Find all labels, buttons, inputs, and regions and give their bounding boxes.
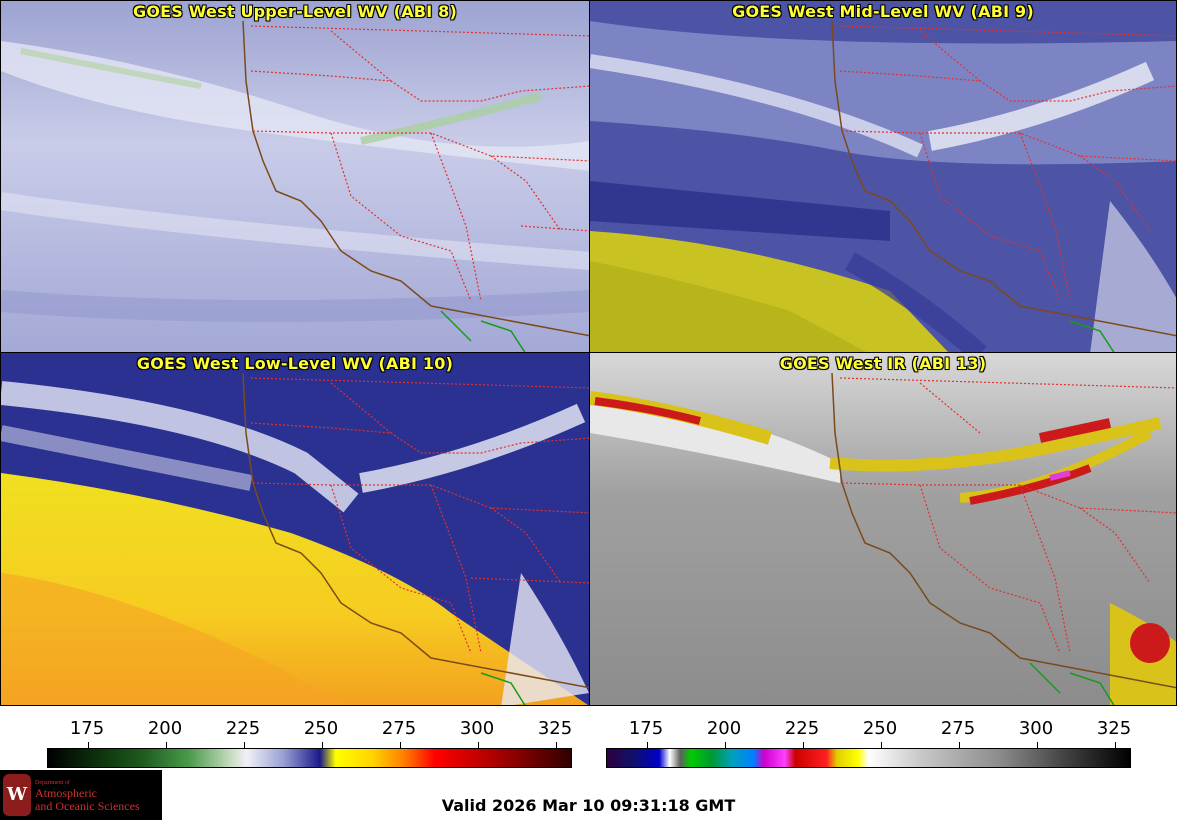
upper-level-wv-image <box>1 1 589 352</box>
panel-title: GOES West IR (ABI 13) <box>779 354 987 373</box>
panel-title: GOES West Mid-Level WV (ABI 9) <box>732 2 1034 21</box>
logo-line1: Atmospheric <box>35 786 97 800</box>
wv-tick-label: 325 <box>537 718 573 739</box>
wv-tick-label: 300 <box>459 718 495 739</box>
wv-tick-label: 250 <box>303 718 339 739</box>
valid-time: Valid 2026 Mar 10 09:31:18 GMT <box>441 796 736 815</box>
wv-colorbar-labels: 175 200 225 250 275 300 325 <box>47 718 572 742</box>
ir-tick-label: 325 <box>1096 718 1132 739</box>
panel-mid-level-wv: GOES West Mid-Level WV (ABI 9) <box>589 0 1177 353</box>
panel-low-level-wv: GOES West Low-Level WV (ABI 10) <box>0 352 590 706</box>
ir-tick-label: 275 <box>940 718 976 739</box>
wv-tick-label: 275 <box>381 718 417 739</box>
low-level-wv-image <box>1 353 589 705</box>
wv-tick-label: 200 <box>147 718 183 739</box>
ir-tick-label: 200 <box>706 718 742 739</box>
wv-tick-label: 225 <box>225 718 261 739</box>
coastline <box>242 20 432 307</box>
wv-colorbar <box>47 742 572 768</box>
panel-title: GOES West Upper-Level WV (ABI 8) <box>133 2 457 21</box>
uw-seal-icon: W <box>3 774 31 816</box>
panel-ir: GOES West IR (ABI 13) <box>589 352 1177 706</box>
panel-title: GOES West Low-Level WV (ABI 10) <box>136 354 454 373</box>
state-borders <box>250 25 589 302</box>
logo-dept: Department of <box>35 780 70 786</box>
ir-tick-label: 250 <box>862 718 898 739</box>
border-mexico <box>430 305 589 337</box>
mid-level-wv-image <box>590 1 1176 352</box>
ir-colorbar <box>606 742 1131 768</box>
wv-tick-label: 175 <box>69 718 105 739</box>
ir-tick-label: 225 <box>784 718 820 739</box>
ir-image <box>590 353 1176 705</box>
ir-tick-label: 300 <box>1018 718 1054 739</box>
aos-logo: W Department of Atmospheric and Oceanic … <box>0 770 162 820</box>
logo-line2: and Oceanic Sciences <box>35 799 140 813</box>
ir-tick-label: 175 <box>628 718 664 739</box>
ir-colorbar-labels: 175 200 225 250 275 300 325 <box>606 718 1131 742</box>
panel-upper-level-wv: GOES West Upper-Level WV (ABI 8) <box>0 0 590 353</box>
